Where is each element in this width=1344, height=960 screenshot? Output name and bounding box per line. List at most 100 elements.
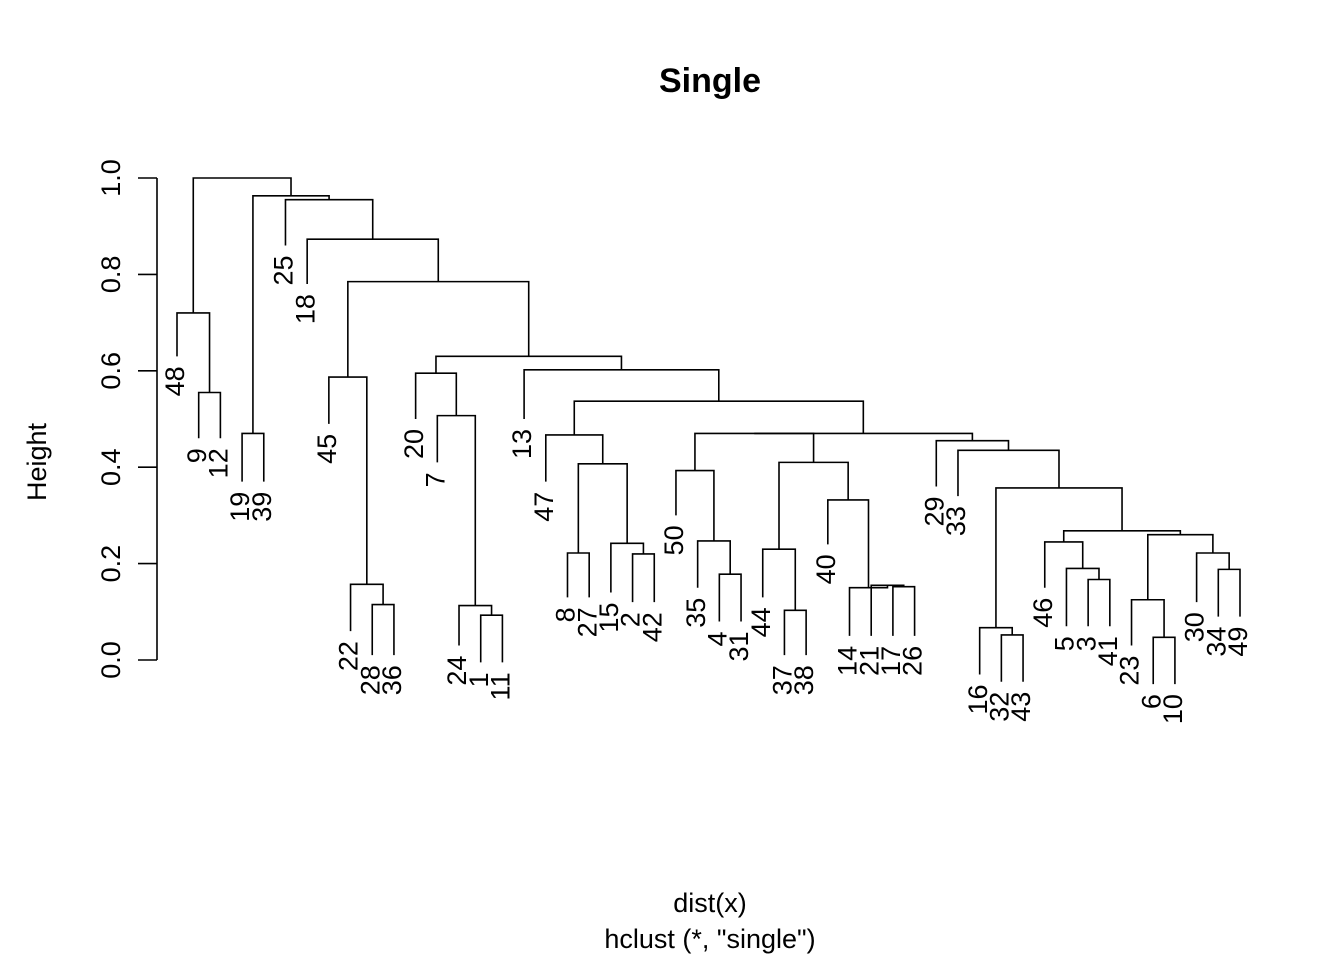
- leaf-label: 39: [247, 492, 277, 522]
- merge-branch: [435, 355, 623, 374]
- merge-branch: [696, 540, 731, 588]
- leaf-label: 33: [941, 506, 971, 536]
- merge-branch: [349, 583, 384, 632]
- merge-branch: [754, 432, 974, 441]
- leaf-label: 36: [377, 665, 407, 695]
- leaf-label: 26: [898, 646, 928, 676]
- merge-branch: [1043, 541, 1084, 588]
- merge-branch: [783, 609, 807, 656]
- merge-branch: [935, 439, 1010, 487]
- leaf-label: 28: [355, 665, 385, 695]
- merge-branch: [1217, 568, 1241, 617]
- merge-branch: [1087, 578, 1111, 627]
- leaf-label: 8: [551, 607, 581, 622]
- leaf-label: 4: [702, 631, 732, 646]
- leaf-label: 30: [1180, 612, 1210, 642]
- x-axis-sublabel: hclust (*, "single"): [604, 924, 815, 954]
- leaf-label: 46: [1028, 598, 1058, 628]
- merge-branch: [718, 573, 742, 622]
- merge-branch: [306, 238, 440, 285]
- merge-branch: [479, 614, 504, 663]
- merge-branch: [778, 461, 849, 550]
- leaf-label: 5: [1050, 636, 1080, 651]
- leaf-label: 44: [746, 607, 776, 637]
- merge-branch: [523, 369, 720, 419]
- leaf-label: 16: [963, 684, 993, 714]
- leaf-label: 32: [984, 692, 1014, 722]
- leaf-label: 6: [1136, 694, 1166, 709]
- merge-branch: [347, 280, 530, 378]
- leaf-label: 20: [399, 429, 429, 459]
- leaf-label: 24: [442, 656, 472, 686]
- leaf-label: 38: [789, 665, 819, 695]
- y-tick-label: 0.0: [96, 641, 126, 679]
- merge-branch: [761, 548, 797, 611]
- leaf-label: 47: [529, 492, 559, 522]
- y-tick-label: 0.4: [96, 448, 126, 486]
- merge-branch: [241, 432, 265, 482]
- merge-branch: [610, 542, 645, 593]
- merge-branch: [892, 585, 916, 636]
- leaf-label: 35: [681, 598, 711, 628]
- merge-branch: [995, 487, 1123, 628]
- merge-branch: [371, 603, 395, 656]
- leaf-label: 42: [637, 612, 667, 642]
- leaf-label: 43: [1006, 692, 1036, 722]
- leaf-label: 13: [507, 429, 537, 459]
- leaf-label: 1: [464, 672, 494, 687]
- leaf-label: 31: [724, 631, 754, 661]
- merge-branch: [544, 434, 604, 482]
- leaf-label: 48: [160, 366, 190, 396]
- merge-branch: [870, 584, 905, 636]
- y-axis-label: Height: [22, 422, 52, 501]
- leaf-label: 11: [486, 672, 516, 700]
- leaf-label: 18: [290, 294, 320, 324]
- leaf-label: 34: [1201, 627, 1231, 657]
- merge-branch: [1147, 533, 1214, 600]
- y-tick-label: 0.2: [96, 545, 126, 583]
- merge-branch: [1152, 636, 1176, 685]
- merge-branch: [694, 432, 815, 471]
- leaf-label: 49: [1223, 627, 1253, 657]
- leaf-label: 40: [811, 554, 841, 584]
- dendrogram-branches: [176, 177, 1241, 685]
- merge-branch: [573, 400, 865, 435]
- leaf-label: 37: [768, 665, 798, 695]
- leaf-label: 7: [420, 472, 450, 487]
- y-axis: 0.0 0.2 0.4 0.6 0.8 1.0: [96, 159, 158, 679]
- merge-branch: [1130, 598, 1165, 646]
- chart-title: Single: [659, 62, 761, 100]
- merge-branch: [192, 177, 292, 313]
- leaf-labels: 4891219392518452228362072411113478271524…: [160, 255, 1253, 724]
- leaf-label: 15: [594, 603, 624, 633]
- merge-branch: [328, 376, 368, 585]
- leaf-label: 29: [919, 496, 949, 526]
- leaf-label: 45: [312, 434, 342, 464]
- merge-branch: [631, 553, 656, 603]
- merge-branch: [436, 414, 477, 606]
- merge-branch: [414, 372, 458, 419]
- merge-branch: [197, 391, 222, 439]
- leaf-label: 3: [1071, 636, 1101, 651]
- leaf-label: 27: [572, 607, 602, 637]
- leaf-label: 23: [1115, 656, 1145, 686]
- merge-branch: [1195, 552, 1230, 603]
- merge-branch: [848, 585, 889, 636]
- merge-branch: [1062, 530, 1182, 542]
- y-tick-label: 1.0: [96, 159, 126, 197]
- merge-branch: [458, 604, 493, 646]
- leaf-label: 12: [204, 448, 234, 478]
- leaf-label: 21: [854, 646, 884, 676]
- leaf-label: 10: [1158, 694, 1188, 724]
- leaf-label: 22: [334, 641, 364, 671]
- leaf-label: 2: [616, 612, 646, 627]
- merge-branch: [566, 552, 590, 598]
- merge-branch: [577, 463, 628, 553]
- merge-branch: [1065, 567, 1100, 627]
- leaf-label: 14: [833, 646, 863, 676]
- leaf-label: 41: [1093, 636, 1123, 666]
- leaf-label: 25: [269, 255, 299, 285]
- x-axis-label: dist(x): [673, 888, 747, 918]
